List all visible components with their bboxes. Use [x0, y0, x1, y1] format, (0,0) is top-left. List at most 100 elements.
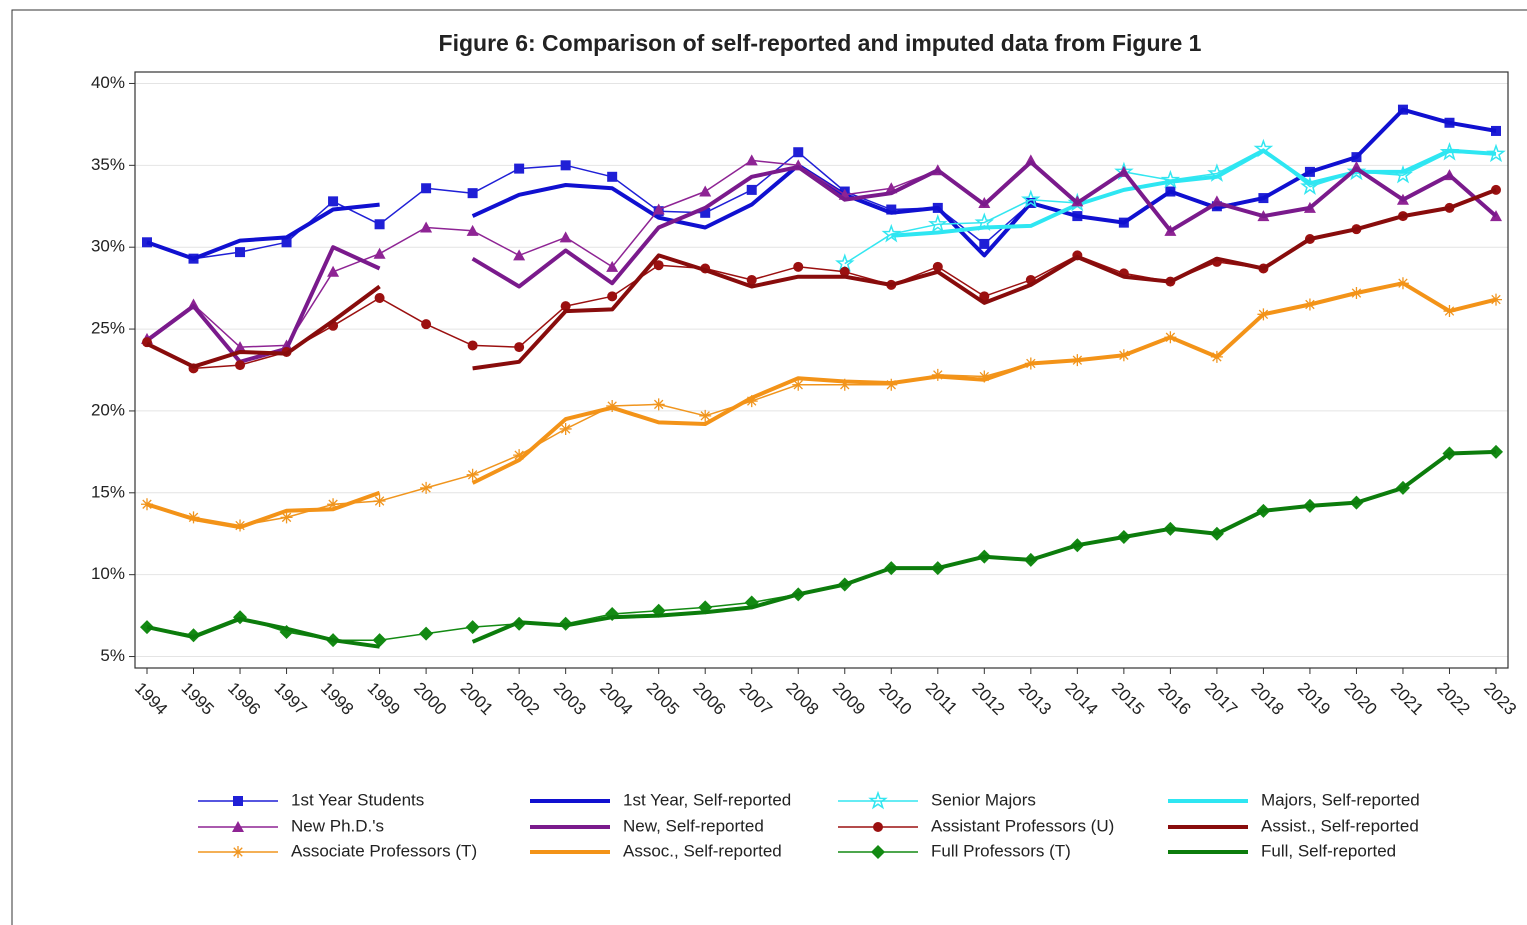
marker [652, 203, 665, 215]
marker [978, 370, 991, 383]
plot-area [134, 71, 1509, 669]
legend-label: New Ph.D.'s [291, 816, 384, 835]
y-tick-label: 10% [91, 564, 125, 583]
marker [232, 846, 244, 858]
marker [142, 237, 152, 248]
marker [421, 319, 432, 330]
marker [373, 494, 386, 507]
grid [135, 82, 1508, 658]
x-tick-label: 1995 [178, 679, 218, 719]
x-tick-label: 2015 [1108, 679, 1148, 719]
marker [873, 822, 883, 832]
marker [1300, 176, 1320, 195]
marker [327, 498, 340, 511]
marker [745, 154, 758, 166]
marker [1490, 293, 1502, 306]
x-tick-label: 2004 [596, 679, 636, 719]
marker [653, 260, 664, 271]
x-tick-label: 2016 [1154, 679, 1194, 719]
legend-label: Full Professors (T) [931, 841, 1071, 860]
x-tick-label: 2007 [736, 679, 776, 719]
marker [607, 291, 618, 302]
x-tick-label: 2022 [1433, 679, 1473, 719]
marker [280, 511, 293, 524]
legend-item: New, Self-reported [530, 816, 764, 835]
marker [232, 821, 244, 832]
marker [467, 188, 478, 199]
marker [1491, 125, 1501, 136]
marker [420, 221, 433, 233]
x-tick-label: 2023 [1480, 679, 1520, 719]
marker [1486, 143, 1506, 163]
marker [235, 247, 246, 258]
marker [746, 184, 757, 195]
marker [979, 238, 990, 249]
series-line [146, 282, 1497, 527]
marker [1346, 161, 1367, 181]
marker [467, 340, 478, 351]
x-tick-label: 2009 [829, 679, 869, 719]
series-line [146, 449, 1497, 649]
series-line [146, 189, 1497, 370]
marker [235, 360, 246, 371]
series-line [145, 160, 1498, 364]
x-tick-label: 1999 [364, 679, 404, 719]
marker [746, 274, 757, 285]
chart-title: Figure 6: Comparison of self-reported an… [439, 30, 1202, 56]
legend-label: Majors, Self-reported [1261, 790, 1420, 809]
series-line [146, 281, 1497, 530]
marker [372, 633, 387, 648]
marker [745, 395, 758, 408]
series-line [891, 148, 1497, 238]
marker [881, 223, 902, 243]
marker [513, 249, 526, 261]
legend-item: Assistant Professors (U) [838, 816, 1114, 835]
y-tick-label: 35% [91, 155, 125, 174]
marker [233, 796, 243, 806]
marker [513, 449, 526, 462]
marker [559, 231, 572, 243]
x-tick-label: 2018 [1247, 679, 1287, 719]
marker [699, 185, 712, 197]
x-tick-label: 2006 [689, 679, 729, 719]
series-line [146, 188, 1497, 371]
y-tick-label: 25% [91, 319, 125, 338]
legend-label: Full, Self-reported [1261, 841, 1396, 860]
marker [560, 301, 571, 312]
legend-label: Assist., Self-reported [1261, 816, 1419, 835]
legend-label: Associate Professors (T) [291, 841, 477, 860]
y-tick-label: 20% [91, 400, 125, 419]
marker [421, 183, 432, 194]
legend: 1st Year Students 1st Year, Self-reported… [198, 790, 1420, 860]
y-tick-label: 30% [91, 237, 125, 256]
marker [560, 160, 571, 171]
frame [11, 9, 1527, 925]
marker [465, 620, 480, 635]
legend-label: 1st Year, Self-reported [623, 790, 791, 809]
marker [868, 790, 888, 810]
marker [979, 291, 990, 302]
marker [281, 237, 292, 248]
marker [514, 163, 525, 174]
marker [559, 422, 572, 435]
marker [839, 266, 850, 277]
marker [1489, 444, 1503, 459]
marker [374, 219, 385, 230]
x-tick-label: 2021 [1387, 679, 1427, 719]
marker [234, 341, 247, 353]
plot-lines [140, 104, 1506, 649]
legend-item: Associate Professors (T) [198, 841, 477, 860]
legend-item: Senior Majors [838, 790, 1036, 809]
marker [141, 498, 153, 511]
x-tick-label: 2010 [875, 679, 915, 719]
x-tick-label: 1996 [224, 679, 264, 719]
x-tick-label: 2008 [782, 679, 822, 719]
x-tick-label: 1998 [317, 679, 357, 719]
marker [699, 409, 712, 422]
x-tick-label: 1997 [271, 679, 311, 719]
legend-item: Full Professors (T) [838, 841, 1071, 860]
marker [793, 261, 804, 272]
legend-item: Assoc., Self-reported [530, 841, 782, 860]
legend-item: Majors, Self-reported [1168, 790, 1420, 809]
